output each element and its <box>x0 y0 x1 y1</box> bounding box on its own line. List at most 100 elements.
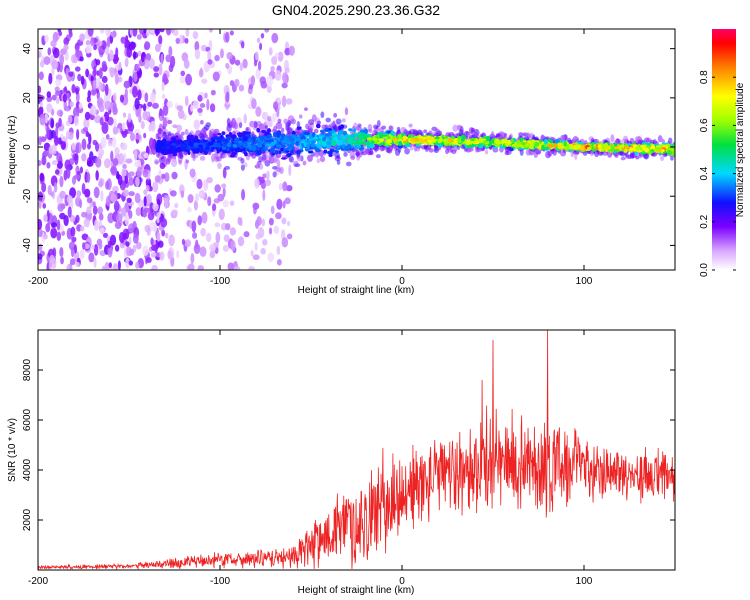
heatmap-cell <box>274 69 282 81</box>
heatmap-cell <box>237 236 245 247</box>
heatmap-cell <box>57 29 62 33</box>
heatmap-cell <box>336 145 340 149</box>
heatmap-cell <box>267 252 274 262</box>
heatmap-cell <box>162 117 168 128</box>
heatmap-cell <box>85 40 91 46</box>
heatmap-cell <box>56 152 62 163</box>
heatmap-cell <box>145 29 150 37</box>
heatmap-cell <box>311 151 316 157</box>
heatmap-cell <box>547 143 553 149</box>
heatmap-cell <box>609 145 616 149</box>
heatmap-cell <box>105 133 110 140</box>
heatmap-cell <box>266 143 272 147</box>
heatmap-cell <box>217 162 222 170</box>
heatmap-cell <box>184 143 188 149</box>
heatmap-cell <box>86 172 91 183</box>
spectrogram-x-tick-label: 0 <box>399 276 405 287</box>
heatmap-cell <box>254 242 258 251</box>
heatmap-cell <box>189 168 196 178</box>
heatmap-cell <box>38 51 42 58</box>
heatmap-cell <box>176 250 180 259</box>
heatmap-cell <box>164 197 169 209</box>
heatmap-cell <box>199 155 206 161</box>
heatmap-cell <box>503 132 508 138</box>
heatmap-cell <box>624 143 628 147</box>
heatmap-cell <box>230 149 234 152</box>
heatmap-cell <box>87 29 94 37</box>
heatmap-cell <box>286 233 293 240</box>
heatmap-cell <box>38 200 42 209</box>
heatmap-cell <box>209 131 213 136</box>
heatmap-cell <box>372 137 378 142</box>
heatmap-cell <box>90 36 95 47</box>
heatmap-cell <box>307 119 315 126</box>
heatmap-cell <box>260 33 265 39</box>
heatmap-cell <box>289 149 295 154</box>
heatmap-cell <box>156 232 161 243</box>
heatmap-cell <box>643 137 650 143</box>
heatmap-cell <box>264 125 268 129</box>
heatmap-cell <box>46 91 52 98</box>
heatmap-cell <box>275 167 282 173</box>
heatmap-cell <box>269 148 274 153</box>
heatmap-cell <box>143 59 150 70</box>
heatmap-cell <box>216 143 221 149</box>
heatmap-cell <box>128 171 135 177</box>
snr-y-tick-label: 4000 <box>22 458 33 481</box>
heatmap-cell <box>337 139 344 146</box>
heatmap-cell <box>39 101 43 108</box>
heatmap-cell <box>226 147 230 152</box>
heatmap-cell <box>243 162 248 168</box>
heatmap-cell <box>126 197 132 203</box>
heatmap-cell <box>44 34 49 43</box>
heatmap-cell <box>122 189 130 197</box>
heatmap-cell <box>398 133 402 139</box>
heatmap-cell <box>250 250 254 257</box>
heatmap-cell <box>63 37 70 46</box>
heatmap-cell <box>146 227 151 236</box>
heatmap-cell <box>128 176 134 187</box>
heatmap-cell <box>107 245 113 258</box>
heatmap-cell <box>90 75 94 82</box>
spectrogram-x-tick-label: 100 <box>576 276 593 287</box>
heatmap-cell <box>134 97 140 110</box>
heatmap-cell <box>211 153 216 163</box>
spectrogram-x-label: Height of straight line (km) <box>298 285 415 296</box>
heatmap-cell <box>51 159 59 166</box>
heatmap-cell <box>225 62 230 69</box>
heatmap-cell <box>167 250 173 260</box>
heatmap-cell <box>59 53 65 66</box>
heatmap-cell <box>348 128 353 132</box>
snr-x-tick-label: -200 <box>28 576 48 587</box>
heatmap-cell <box>358 135 363 141</box>
heatmap-cell <box>138 113 142 123</box>
heatmap-cell <box>387 138 392 144</box>
heatmap-cell <box>152 181 159 193</box>
heatmap-cell <box>54 169 60 175</box>
heatmap-cell <box>365 133 371 138</box>
heatmap-cell <box>338 125 342 130</box>
heatmap-cell <box>141 52 145 63</box>
heatmap-cell <box>60 140 67 150</box>
heatmap-cell <box>209 250 216 259</box>
heatmap-cell <box>301 135 306 141</box>
heatmap-cell <box>350 133 355 139</box>
heatmap-cell <box>72 106 80 119</box>
heatmap-cell <box>296 126 301 131</box>
heatmap-cell <box>118 231 125 244</box>
heatmap-cell <box>597 144 602 149</box>
colorbar-tick-label: 0.4 <box>699 166 710 180</box>
heatmap-cell <box>543 139 549 145</box>
spectrogram-heatmap <box>38 29 675 270</box>
heatmap-cell <box>128 236 132 245</box>
heatmap-cell <box>404 142 411 148</box>
heatmap-cell <box>61 136 68 142</box>
heatmap-cell <box>657 135 663 143</box>
heatmap-cell <box>133 50 137 60</box>
heatmap-cell <box>326 140 332 146</box>
heatmap-cell <box>613 143 618 147</box>
heatmap-cell <box>304 131 310 136</box>
heatmap-cell <box>228 131 233 137</box>
heatmap-cell <box>201 78 208 84</box>
heatmap-cell <box>52 31 59 43</box>
